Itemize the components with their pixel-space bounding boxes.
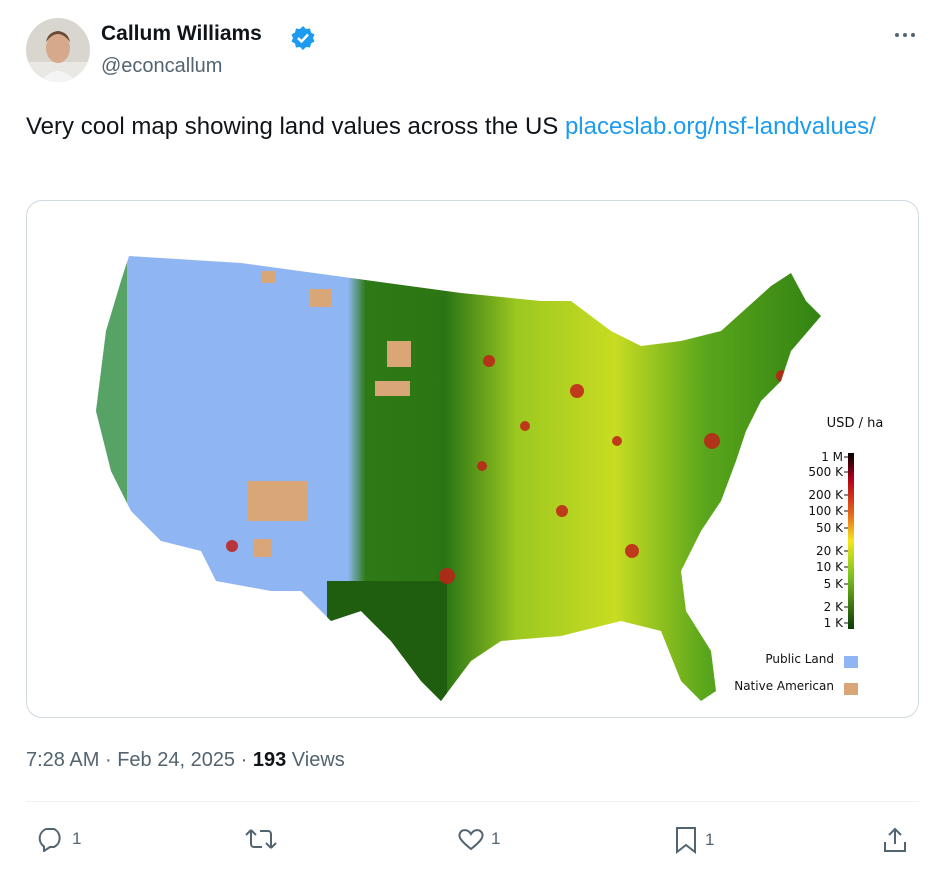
author-handle[interactable]: @econcallum <box>101 55 223 77</box>
legend-swatch <box>844 656 858 668</box>
tweet-image[interactable]: USD / ha Public Land Native American 1 M… <box>26 200 919 718</box>
bookmark-count: 1 <box>705 830 715 849</box>
legend-tick-label: 500 K <box>808 465 844 479</box>
legend-tick-label: 1 M <box>821 450 843 464</box>
legend-tick-label: 100 K <box>808 504 844 518</box>
color-scale <box>848 453 854 629</box>
views-label: Views <box>291 749 345 771</box>
reply-icon <box>38 828 61 852</box>
bookmark-icon <box>676 827 696 854</box>
author-name[interactable]: Callum Williams <box>101 22 262 45</box>
share-button[interactable] <box>881 826 909 854</box>
legend-title: USD / ha <box>827 416 884 431</box>
reply-count: 1 <box>72 829 82 848</box>
legend-tick-label: 20 K <box>816 544 844 558</box>
repost-icon <box>245 829 277 849</box>
repost-button[interactable] <box>245 826 277 852</box>
reply-button[interactable]: 1 <box>36 826 81 852</box>
tweet-text: Very cool map showing land values across… <box>26 109 906 145</box>
time[interactable]: 7:28 AM <box>26 749 100 771</box>
legend-swatch <box>844 683 858 695</box>
legend-tick-label: 50 K <box>816 521 844 535</box>
bookmark-button[interactable]: 1 <box>673 826 714 854</box>
legend-tick-label: 5 K <box>824 577 844 591</box>
tweet-link[interactable]: placeslab.org/nsf-landvalues/ <box>564 113 876 140</box>
more-button[interactable] <box>893 28 919 42</box>
legend-tick-label: 10 K <box>816 560 844 574</box>
view-count: 193 <box>252 749 287 771</box>
separator: · <box>104 749 112 771</box>
tweet-body: Very cool map showing land values across… <box>26 113 565 140</box>
avatar[interactable] <box>26 18 90 82</box>
tweet-meta: 7:28 AM · Feb 24, 2025 · 193 Views <box>26 749 345 772</box>
date[interactable]: Feb 24, 2025 <box>117 749 236 771</box>
like-button[interactable]: 1 <box>457 826 500 852</box>
verified-badge <box>291 26 315 50</box>
legend-tick-label: 200 K <box>808 488 844 502</box>
legend-tick-label: 1 K <box>824 616 844 630</box>
legend-native-american: Native American <box>734 679 834 693</box>
like-count: 1 <box>491 829 501 848</box>
separator: · <box>240 749 248 771</box>
land-value-map: USD / ha Public Land Native American 1 M… <box>96 256 884 701</box>
legend-public-land: Public Land <box>765 652 834 666</box>
divider <box>26 801 919 802</box>
like-icon <box>458 829 484 851</box>
share-icon <box>884 827 906 852</box>
legend-tick-label: 2 K <box>824 600 844 614</box>
